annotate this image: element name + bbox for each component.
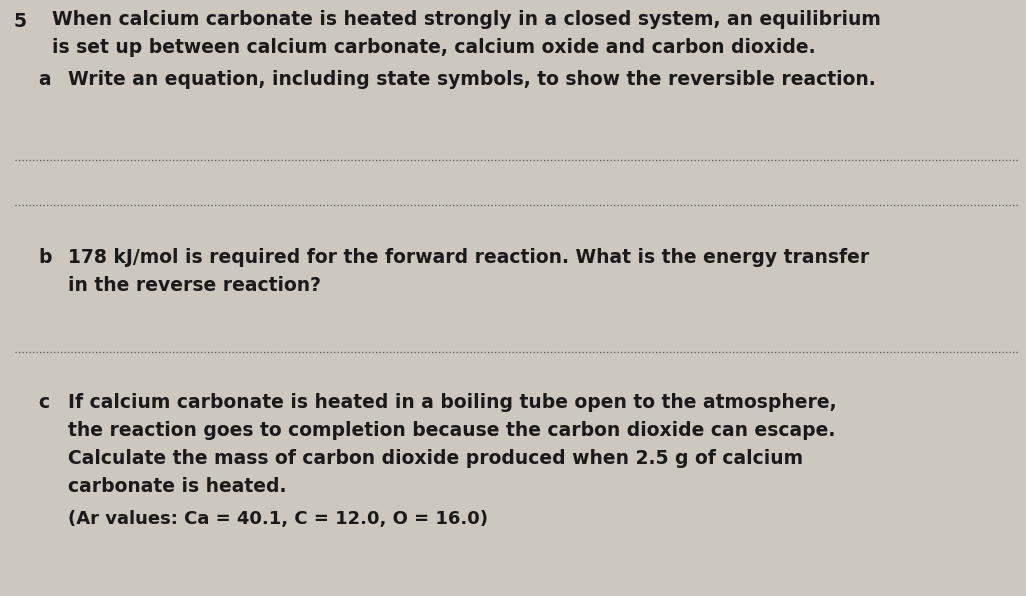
Text: c: c — [38, 393, 49, 412]
Text: in the reverse reaction?: in the reverse reaction? — [68, 276, 321, 295]
Text: the reaction goes to completion because the carbon dioxide can escape.: the reaction goes to completion because … — [68, 421, 835, 440]
Text: 5: 5 — [14, 12, 27, 31]
Text: carbonate is heated.: carbonate is heated. — [68, 477, 286, 496]
Text: a: a — [38, 70, 50, 89]
Text: is set up between calcium carbonate, calcium oxide and carbon dioxide.: is set up between calcium carbonate, cal… — [52, 38, 816, 57]
Text: b: b — [38, 248, 51, 267]
Text: Calculate the mass of carbon dioxide produced when 2.5 g of calcium: Calculate the mass of carbon dioxide pro… — [68, 449, 803, 468]
Text: (Ar values: Ca = 40.1, C = 12.0, O = 16.0): (Ar values: Ca = 40.1, C = 12.0, O = 16.… — [68, 510, 488, 528]
Text: When calcium carbonate is heated strongly in a closed system, an equilibrium: When calcium carbonate is heated strongl… — [52, 10, 881, 29]
Text: Write an equation, including state symbols, to show the reversible reaction.: Write an equation, including state symbo… — [68, 70, 876, 89]
Text: If calcium carbonate is heated in a boiling tube open to the atmosphere,: If calcium carbonate is heated in a boil… — [68, 393, 836, 412]
Text: 178 kJ/mol is required for the forward reaction. What is the energy transfer: 178 kJ/mol is required for the forward r… — [68, 248, 869, 267]
